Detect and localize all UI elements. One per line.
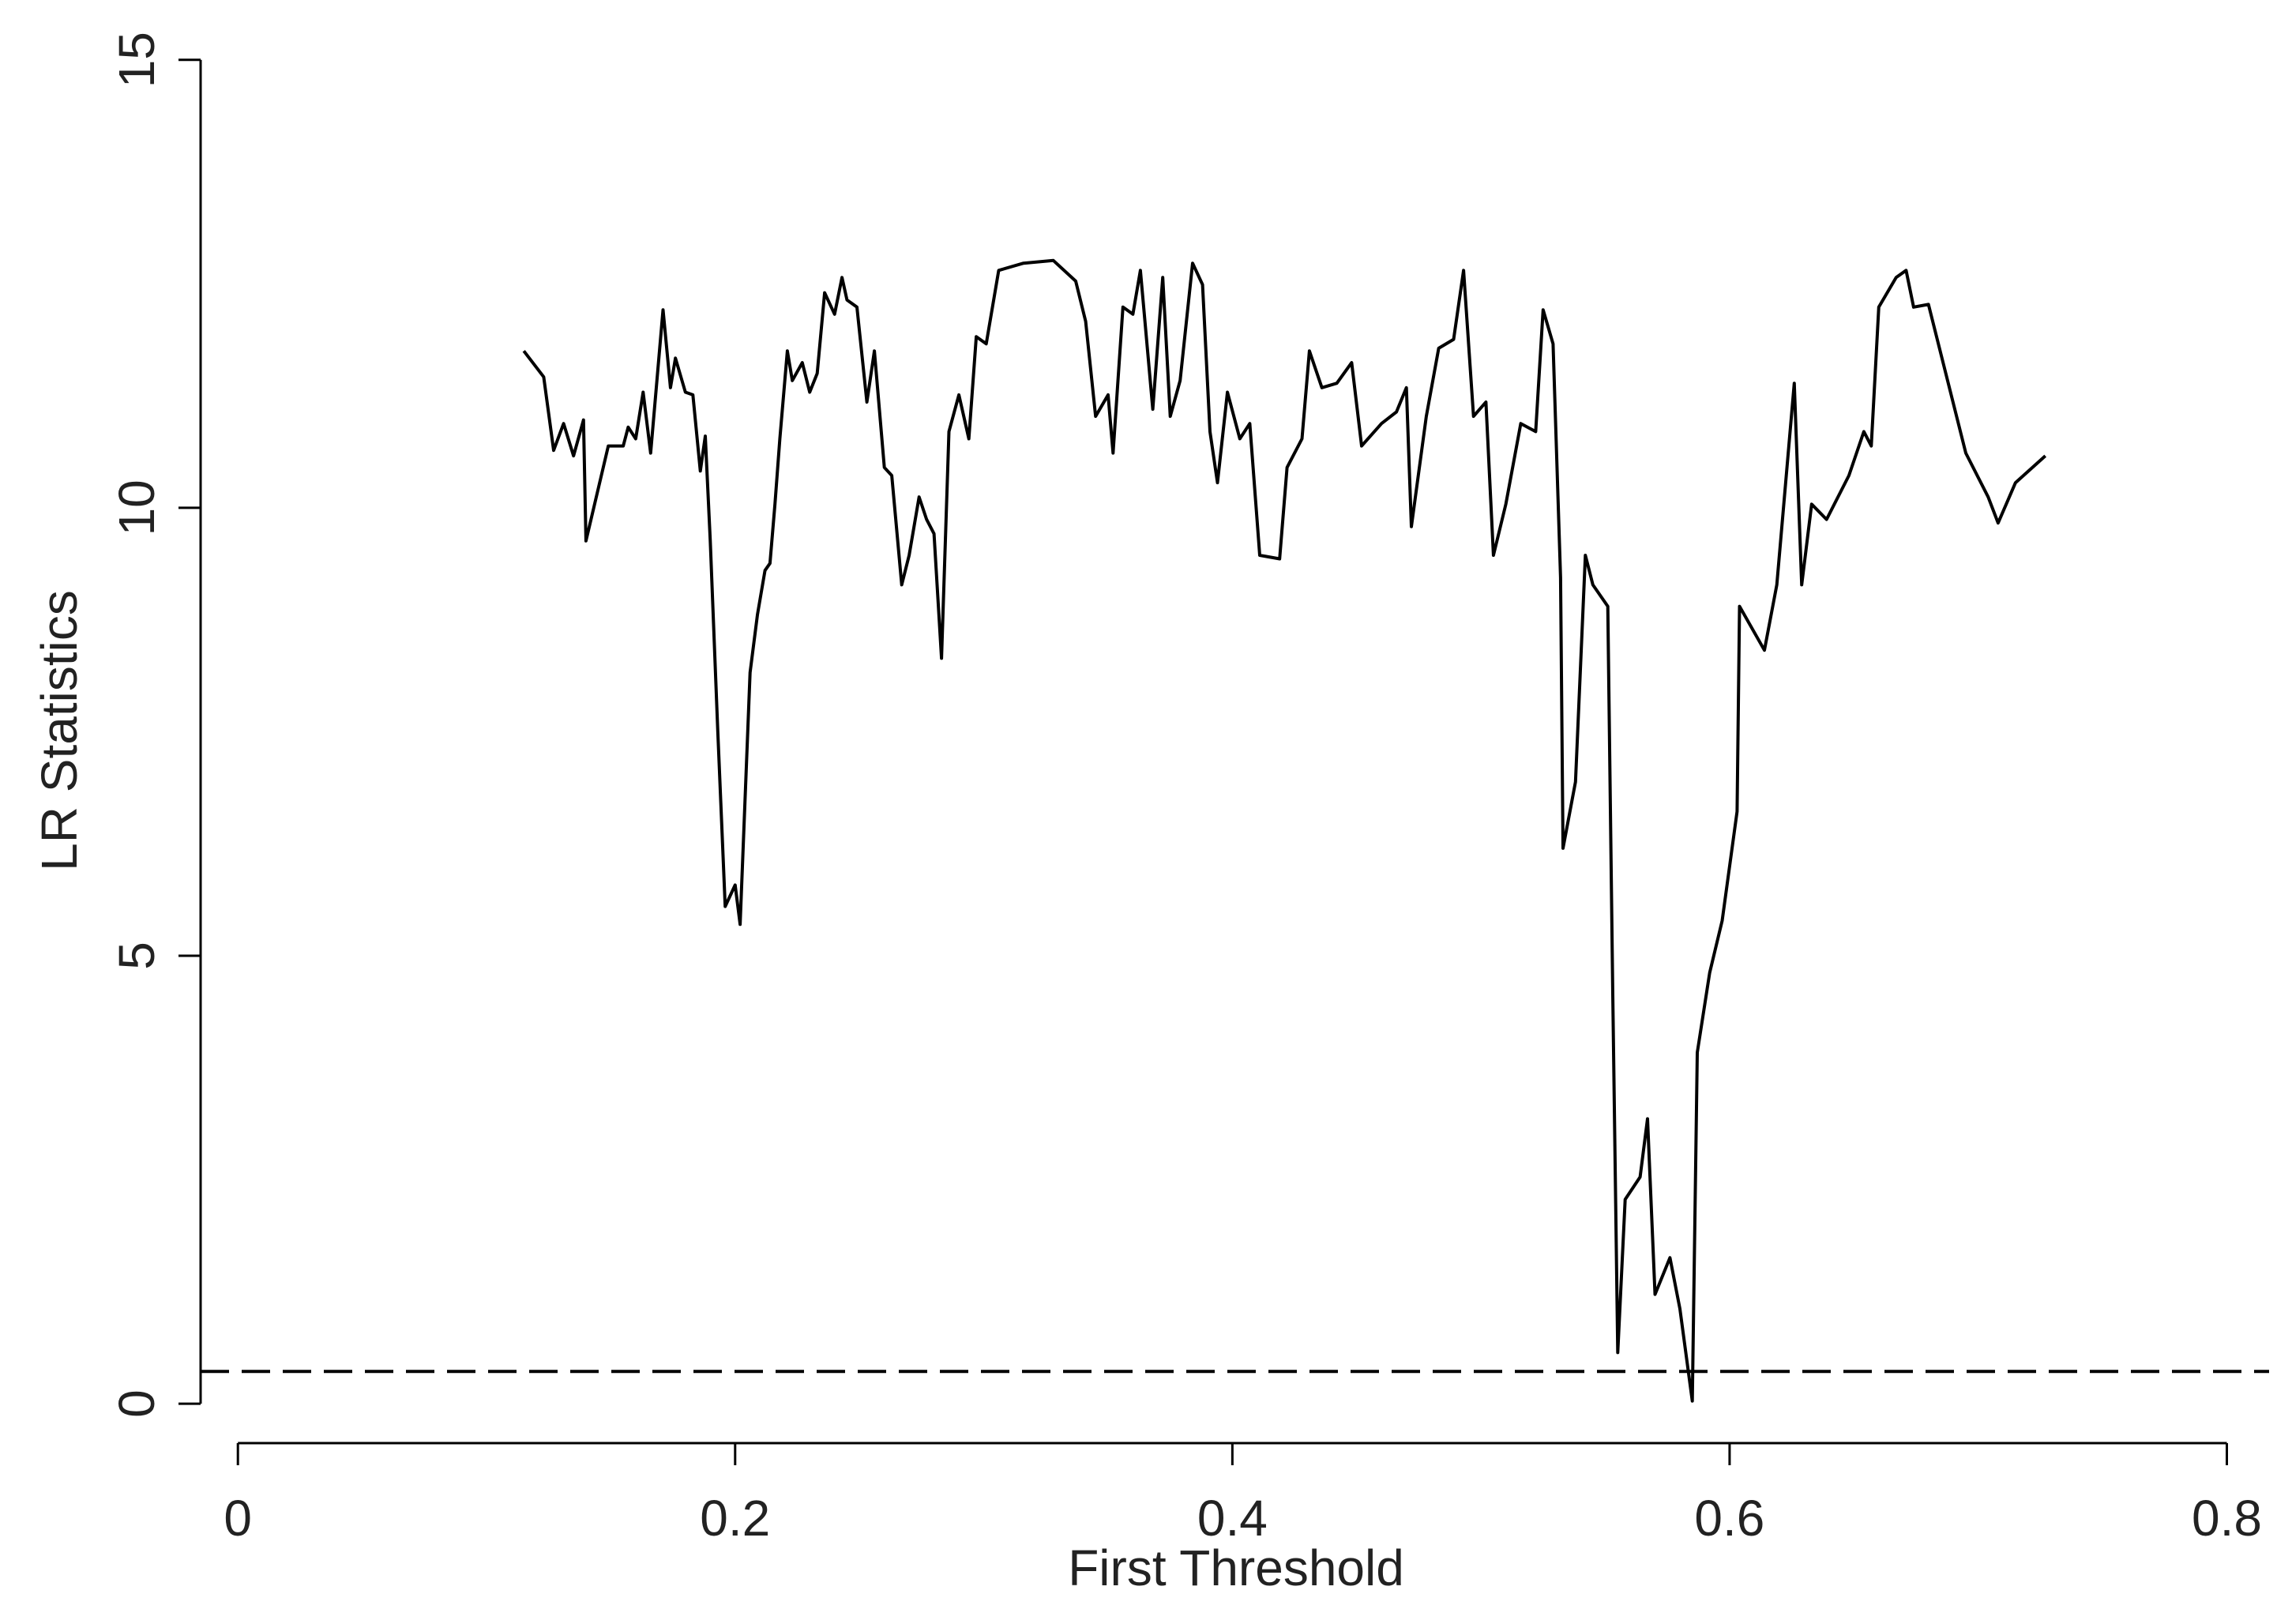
y-tick-label: 10 bbox=[108, 479, 165, 536]
x-tick-label: 0 bbox=[224, 1490, 252, 1547]
y-tick-label: 15 bbox=[108, 32, 165, 88]
x-tick-label: 0.2 bbox=[700, 1490, 770, 1547]
x-tick-label: 0.4 bbox=[1197, 1490, 1268, 1547]
y-tick-label: 0 bbox=[108, 1389, 165, 1418]
y-tick-label: 5 bbox=[108, 942, 165, 970]
x-tick-label: 0.8 bbox=[2192, 1490, 2262, 1547]
data-line bbox=[522, 258, 2047, 1403]
x-axis-label: First Threshold bbox=[1068, 1539, 1404, 1596]
x-tick-label: 0.6 bbox=[1694, 1490, 1764, 1547]
y-axis-label: LR Statistics bbox=[31, 590, 88, 871]
